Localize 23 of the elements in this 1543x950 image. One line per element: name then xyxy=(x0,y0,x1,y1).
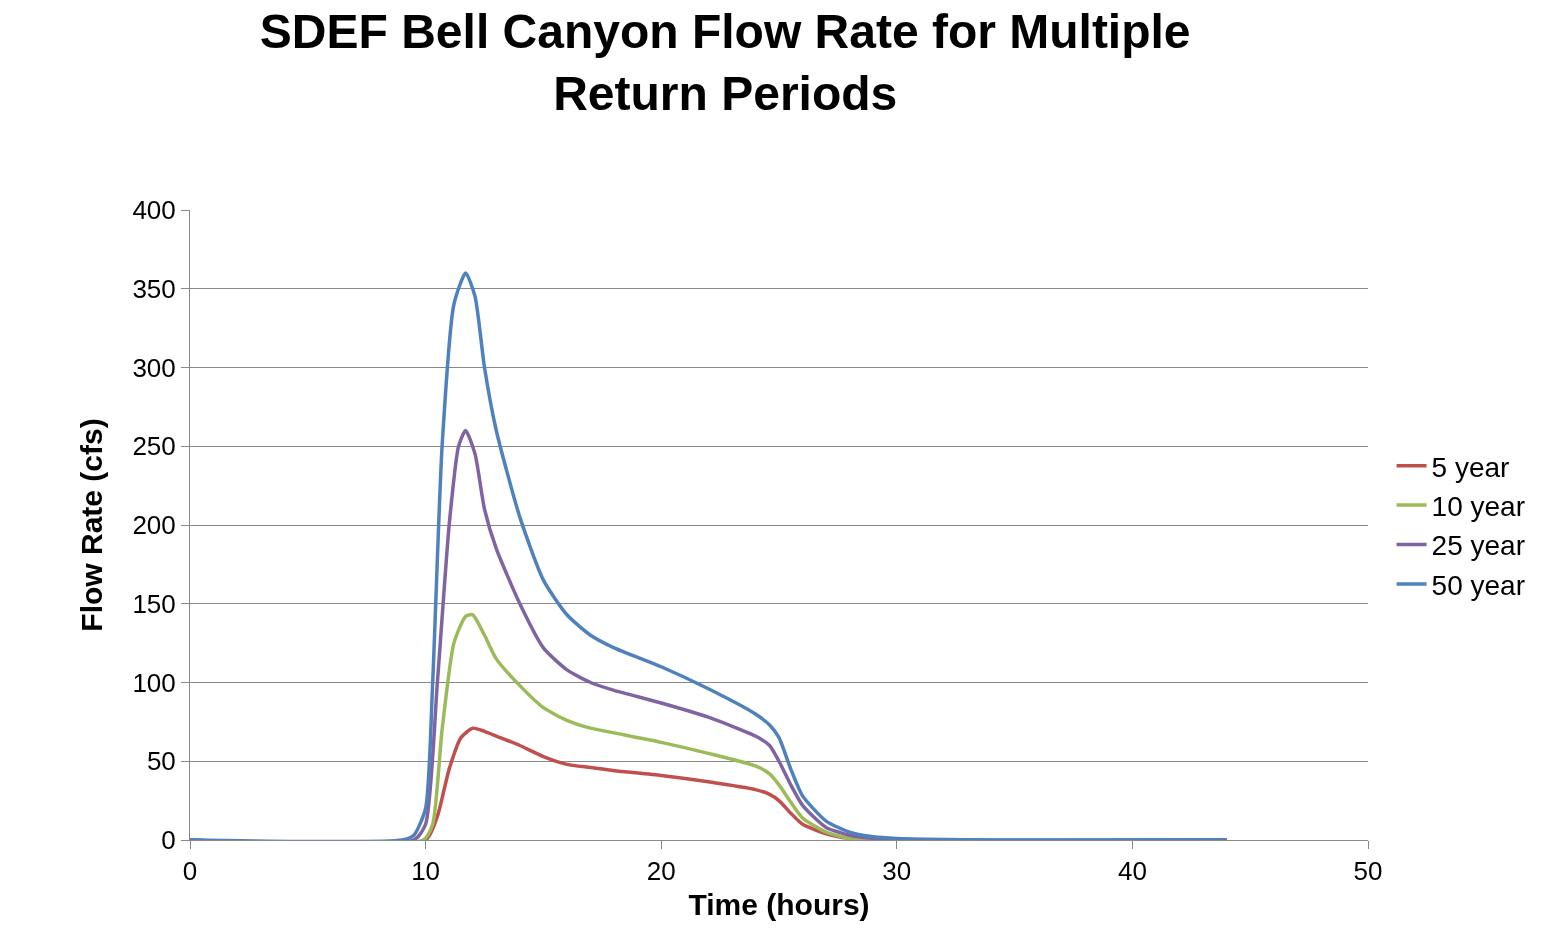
chart-title: SDEF Bell Canyon Flow Rate for Multiple Return Periods xyxy=(259,4,1191,120)
x-tick-label: 30 xyxy=(882,856,912,887)
legend-label: 10 year xyxy=(1431,491,1525,523)
line-series xyxy=(190,271,1229,840)
x-tick-label: 40 xyxy=(1117,856,1147,887)
legend-label: 50 year xyxy=(1431,569,1525,601)
y-tick-label: 400 xyxy=(132,195,176,226)
y-tick-label: 50 xyxy=(146,746,176,777)
y-tick-label: 350 xyxy=(132,273,176,304)
x-tick-label: 0 xyxy=(182,856,198,887)
y-axis-title: Flow Rate (cfs) xyxy=(75,418,109,632)
y-tick-label: 300 xyxy=(132,352,176,383)
x-axis-title: Time (hours) xyxy=(688,887,870,921)
x-tick-label: 20 xyxy=(646,856,676,887)
legend-label: 5 year xyxy=(1431,451,1510,483)
y-tick-label: 150 xyxy=(132,588,176,619)
x-tick-label: 10 xyxy=(411,856,441,887)
y-tick-label: 250 xyxy=(132,431,176,462)
legend-label: 25 year xyxy=(1431,530,1525,562)
x-tick-label: 50 xyxy=(1353,856,1383,887)
y-tick-label: 0 xyxy=(161,825,176,856)
y-tick-label: 100 xyxy=(132,667,176,698)
y-tick-label: 200 xyxy=(132,510,176,541)
